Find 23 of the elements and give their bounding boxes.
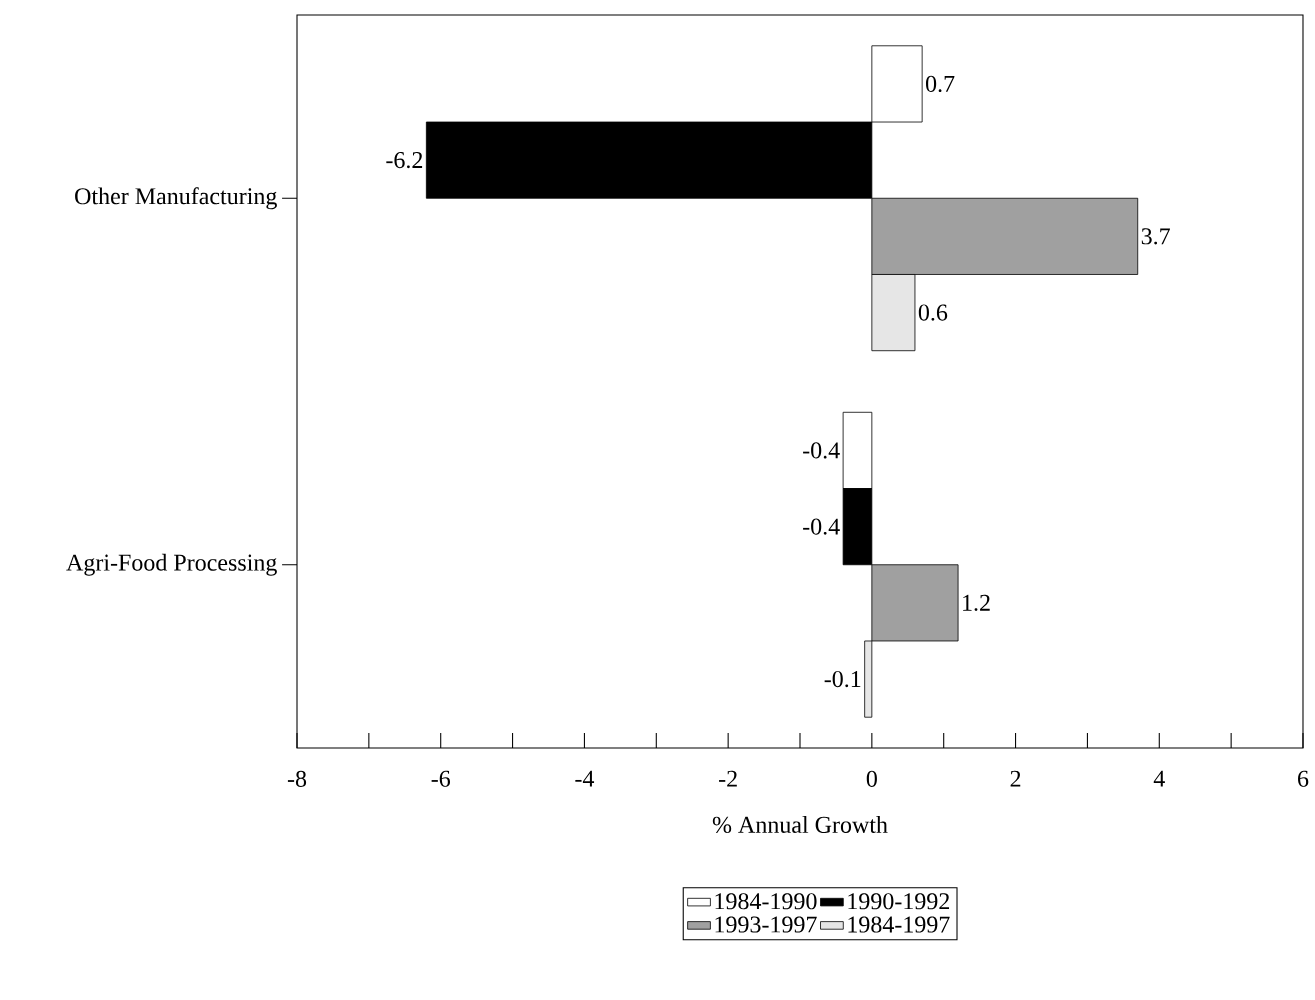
legend-label: 1984-1990 <box>715 893 817 910</box>
x-tick-label: 2 <box>1010 770 1021 787</box>
legend-label: 1984-1997 <box>848 916 950 933</box>
data-label: 0.6 <box>918 304 948 321</box>
legend-label: 1990-1992 <box>848 893 950 910</box>
legend-label: 1993-1997 <box>715 916 817 933</box>
x-tick-label: -2 <box>719 770 737 787</box>
y-tick-label: Agri-Food Processing <box>66 553 277 576</box>
x-axis-title: % Annual Growth <box>712 816 888 834</box>
y-tick-label: Other Manufacturing <box>75 187 277 210</box>
x-tick-label: -8 <box>287 770 307 787</box>
x-tick-label: 4 <box>1153 770 1165 787</box>
x-tick-label: 0 <box>866 770 877 787</box>
data-label: -0.1 <box>824 670 861 688</box>
data-label: 1.2 <box>963 594 990 611</box>
x-tick-label: -6 <box>431 770 450 787</box>
data-label: 3.7 <box>1141 228 1170 245</box>
data-label: -6.2 <box>386 152 423 169</box>
data-label: -0.4 <box>803 518 840 535</box>
data-label: -0.4 <box>803 442 840 459</box>
data-label: 0.7 <box>926 75 955 93</box>
x-tick-label: -4 <box>575 770 595 787</box>
x-tick-label: 6 <box>1298 770 1309 787</box>
